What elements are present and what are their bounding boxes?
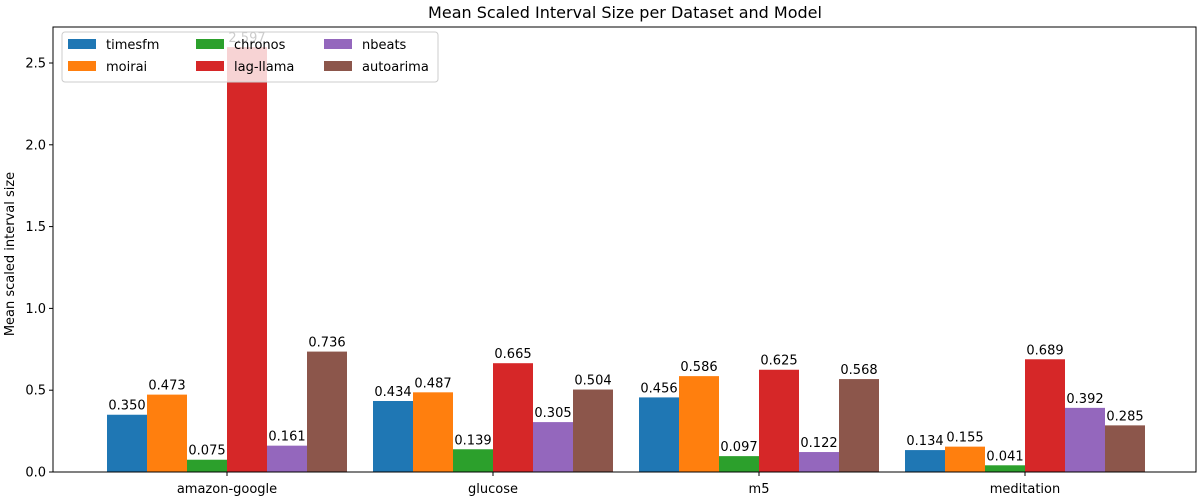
legend-label: chronos <box>234 38 286 53</box>
bar <box>799 452 839 472</box>
data-label: 0.625 <box>760 354 797 369</box>
bar <box>493 363 533 472</box>
legend-swatch <box>68 39 96 49</box>
bar <box>839 379 879 472</box>
legend-swatch <box>68 61 96 71</box>
legend-label: lag-llama <box>234 60 294 75</box>
legend-label: nbeats <box>362 38 407 53</box>
bar <box>107 414 147 472</box>
x-tick-label: glucose <box>468 482 518 497</box>
x-tick-label: amazon-google <box>177 482 277 497</box>
bar <box>639 397 679 472</box>
bar <box>453 449 493 472</box>
data-label: 0.041 <box>986 449 1023 464</box>
legend: timesfm moirai chronos lag-llama nbeats autoa… <box>61 31 439 83</box>
bar <box>1065 407 1105 472</box>
data-label: 0.122 <box>800 436 837 451</box>
data-label: 0.161 <box>268 430 305 445</box>
data-label: 0.134 <box>906 434 943 449</box>
data-label: 0.075 <box>188 444 225 459</box>
data-label: 0.568 <box>840 363 877 378</box>
y-axis-title: Mean scaled interval size <box>3 172 18 336</box>
bar <box>679 376 719 472</box>
data-label: 0.392 <box>1066 392 1103 407</box>
legend-swatch <box>196 39 224 49</box>
data-label: 0.350 <box>108 399 145 414</box>
y-tick-label: 2.0 <box>25 138 46 153</box>
y-axis: 0.0 0.5 1.0 1.5 2.0 2.5 <box>25 56 53 481</box>
bar <box>533 422 573 472</box>
bar <box>573 389 613 472</box>
data-label: 0.305 <box>534 406 571 421</box>
legend-label: moirai <box>106 60 147 75</box>
data-label: 0.473 <box>148 379 185 394</box>
bar <box>187 459 227 472</box>
data-label: 0.487 <box>414 376 451 391</box>
bar <box>719 456 759 472</box>
bar <box>147 394 187 472</box>
bar <box>1025 359 1065 472</box>
data-label: 0.504 <box>574 374 611 389</box>
plot-frame <box>52 26 1197 473</box>
bar <box>413 392 453 472</box>
x-tick-label: meditation <box>990 482 1061 497</box>
bar <box>267 445 307 472</box>
legend-swatch <box>324 39 352 49</box>
legend-swatch <box>324 61 352 71</box>
data-label: 0.456 <box>640 381 677 396</box>
chart-title: Mean Scaled Interval Size per Dataset an… <box>428 3 822 22</box>
y-tick-label: 0.0 <box>25 466 46 481</box>
bar <box>945 446 985 472</box>
legend-swatch <box>196 61 224 71</box>
bar <box>373 400 413 472</box>
y-tick-label: 1.5 <box>25 220 46 235</box>
x-axis: amazon-google glucose m5 meditation <box>177 472 1060 497</box>
legend-label: timesfm <box>106 38 159 53</box>
bar <box>759 369 799 472</box>
plot-area: 0.350 0.434 0.456 0.134 0.473 0.487 0.586 0.155… <box>52 26 1197 473</box>
data-label: 0.665 <box>494 347 531 362</box>
data-label: 0.097 <box>720 440 757 455</box>
data-label: 0.434 <box>374 385 411 400</box>
y-tick-label: 1.0 <box>25 302 46 317</box>
data-label: 0.155 <box>946 431 983 446</box>
data-label: 0.689 <box>1026 343 1063 358</box>
legend-label: autoarima <box>362 60 429 75</box>
bar <box>307 351 347 472</box>
bar <box>905 450 945 472</box>
y-tick-label: 0.5 <box>25 384 46 399</box>
x-tick-label: m5 <box>749 482 770 497</box>
data-label: 0.586 <box>680 360 717 375</box>
data-label: 0.736 <box>308 336 345 351</box>
bar <box>227 47 267 472</box>
data-label: 0.285 <box>1106 409 1143 424</box>
data-label: 0.139 <box>454 433 491 448</box>
bar <box>1105 425 1145 472</box>
y-tick-label: 2.5 <box>25 56 46 71</box>
bar <box>985 465 1025 472</box>
